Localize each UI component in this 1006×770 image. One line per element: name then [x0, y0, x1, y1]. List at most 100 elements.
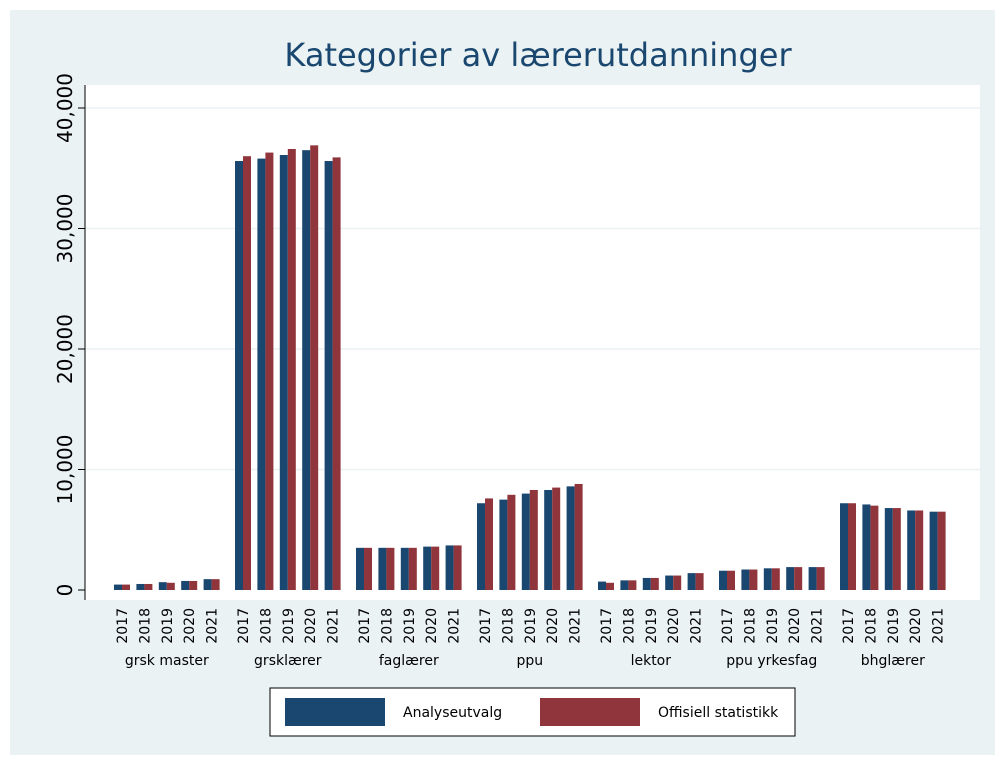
x-tick-label: 2017: [478, 608, 494, 644]
legend-label: Analyseutvalg: [403, 705, 502, 721]
bar: [650, 577, 659, 590]
x-tick-label: 2020: [182, 608, 198, 644]
x-tick-label: 2021: [568, 608, 584, 644]
bar: [485, 498, 493, 590]
bar: [606, 582, 614, 590]
bar: [203, 579, 212, 590]
bar: [324, 161, 333, 590]
bar: [287, 148, 296, 590]
bar: [628, 580, 637, 590]
x-tick-label: 2020: [545, 608, 561, 644]
bar: [235, 161, 243, 590]
x-tick-label: 2020: [666, 608, 682, 644]
bar: [620, 580, 629, 590]
x-tick-label: 2018: [137, 608, 153, 644]
bar: [862, 504, 871, 590]
x-tick-label: 2019: [644, 608, 660, 644]
bar: [136, 583, 145, 590]
legend-label: Offisiell statistikk: [658, 705, 779, 721]
legend-swatch: [285, 698, 385, 726]
bar: [158, 582, 167, 590]
x-tick-label: 2021: [447, 608, 463, 644]
bar: [884, 508, 893, 590]
group-label: grsk master: [125, 653, 209, 669]
bar: [408, 547, 417, 590]
bar: [771, 568, 780, 590]
bar: [507, 494, 516, 590]
x-tick-label: 2017: [115, 608, 131, 644]
x-tick-label: 2017: [720, 608, 736, 644]
y-tick-label: 10,000: [53, 435, 77, 505]
bar: [870, 505, 879, 590]
bar: [566, 486, 575, 590]
bar: [477, 503, 485, 590]
bar: [642, 577, 651, 590]
bar: [763, 568, 772, 590]
bar: [937, 511, 946, 590]
x-tick-label: 2018: [742, 608, 758, 644]
bar: [892, 508, 901, 590]
x-tick-label: 2019: [281, 608, 297, 644]
bar: [521, 493, 530, 590]
x-tick-label: 2021: [810, 608, 826, 644]
bar: [816, 567, 825, 590]
bar: [378, 547, 387, 590]
bar: [144, 583, 153, 590]
bar: [929, 511, 938, 590]
x-tick-label: 2020: [303, 608, 319, 644]
chart-title: Kategorier av lærerutdanninger: [284, 36, 792, 74]
bar: [257, 158, 266, 591]
bar: [529, 489, 538, 590]
x-tick-label: 2020: [424, 608, 440, 644]
bar: [695, 573, 704, 590]
y-tick-label: 30,000: [53, 194, 77, 264]
x-tick-label: 2019: [402, 608, 418, 644]
bar: [211, 579, 220, 590]
x-tick-label: 2019: [765, 608, 781, 644]
x-tick-label: 2018: [258, 608, 274, 644]
x-tick-label: 2017: [236, 608, 252, 644]
x-tick-label: 2021: [931, 608, 947, 644]
bar: [332, 157, 341, 590]
y-tick-label: 40,000: [53, 73, 77, 143]
bar: [749, 569, 758, 590]
bar: [279, 154, 288, 590]
bar: [786, 567, 795, 590]
bar: [794, 567, 803, 590]
bar: [915, 510, 924, 590]
bar: [499, 499, 508, 590]
x-tick-label: 2019: [886, 608, 902, 644]
bar: [181, 580, 190, 590]
bar: [687, 573, 696, 590]
bar: [741, 569, 750, 590]
x-tick-label: 2018: [863, 608, 879, 644]
bar: [114, 584, 122, 590]
bar: [445, 545, 454, 590]
bar: [423, 546, 432, 590]
x-tick-label: 2017: [841, 608, 857, 644]
bar: [665, 575, 674, 590]
bar: [453, 545, 462, 590]
x-tick-label: 2017: [599, 608, 615, 644]
bar: [302, 150, 311, 591]
y-tick-label: 0: [53, 584, 77, 597]
group-label: bhglærer: [861, 653, 925, 669]
bar: [544, 489, 553, 590]
bar: [552, 487, 561, 590]
bar: [310, 145, 319, 591]
bar: [122, 584, 130, 590]
bar: [243, 156, 251, 590]
bar: [400, 547, 409, 590]
legend-swatch: [540, 698, 640, 726]
bar: [386, 547, 395, 590]
bar: [189, 580, 198, 590]
bar: [364, 547, 372, 590]
x-tick-label: 2019: [523, 608, 539, 644]
group-label: ppu: [516, 653, 543, 669]
x-tick-label: 2018: [500, 608, 516, 644]
bar: [727, 570, 735, 590]
bar: [840, 503, 848, 590]
x-tick-label: 2021: [326, 608, 342, 644]
x-tick-label: 2020: [908, 608, 924, 644]
